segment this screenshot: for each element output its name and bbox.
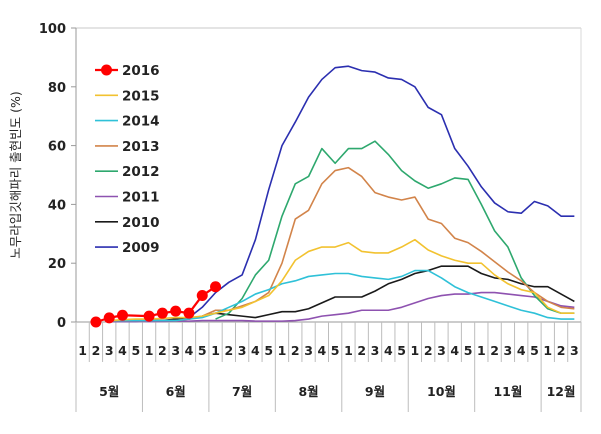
x-tick-label: 4 — [450, 343, 459, 358]
legend-marker — [101, 64, 112, 76]
x-tick-label: 2 — [291, 343, 300, 358]
legend: 2016 2015 2014 2013 2012 2011 2010 2009 — [95, 63, 160, 256]
series-2014 — [109, 269, 575, 322]
x-tick-label: 3 — [504, 343, 513, 358]
legend-item-2011: 2011 — [95, 190, 160, 206]
y-tick-label: 20 — [48, 257, 66, 272]
y-tick-label: 40 — [48, 198, 66, 213]
legend-label: 2011 — [122, 190, 160, 206]
legend-label: 2015 — [122, 88, 160, 104]
legend-label: 2014 — [122, 114, 160, 130]
legend-item-2009: 2009 — [95, 240, 160, 256]
x-tick-label: 4 — [384, 343, 393, 358]
x-tick-label: 2 — [490, 343, 499, 358]
month-label: 6월 — [166, 384, 186, 399]
x-tick-label: 1 — [477, 343, 486, 358]
x-tick-label: 5 — [264, 343, 273, 358]
data-point-2016 — [103, 312, 115, 324]
month-label: 5월 — [99, 384, 119, 399]
month-label: 8월 — [298, 384, 318, 399]
x-tick-label: 2 — [92, 343, 101, 358]
x-tick-label: 5 — [331, 343, 340, 358]
legend-item-2014: 2014 — [95, 114, 160, 130]
series-2011 — [109, 291, 575, 323]
x-tick-label: 5 — [397, 343, 406, 358]
series-2016 — [90, 281, 222, 328]
x-tick-label: 5 — [530, 343, 539, 358]
x-tick-label: 4 — [318, 343, 327, 358]
legend-label: 2010 — [122, 215, 160, 231]
x-tick-label: 2 — [357, 343, 366, 358]
month-label: 7월 — [232, 384, 252, 399]
month-labels: 5월 6월 7월 8월 9월 10월 11월 12월 — [99, 384, 575, 399]
legend-item-2013: 2013 — [95, 139, 160, 155]
data-point-2016 — [183, 307, 195, 319]
x-tick-label: 3 — [570, 343, 579, 358]
x-tick-label: 2 — [557, 343, 566, 358]
data-point-2016 — [196, 290, 208, 302]
series-line-2012 — [215, 140, 575, 320]
x-tick-label: 5 — [131, 343, 140, 358]
data-point-2016 — [90, 316, 102, 328]
x-tick-label: 3 — [371, 343, 380, 358]
x-tick-label: 4 — [118, 343, 127, 358]
month-label: 9월 — [365, 384, 385, 399]
x-tick-label: 2 — [224, 343, 233, 358]
y-tick-label: 0 — [57, 316, 66, 331]
legend-label: 2013 — [122, 139, 160, 155]
x-tick-label: 2 — [158, 343, 167, 358]
y-tick-label: 60 — [48, 140, 66, 155]
series-2009 — [109, 65, 575, 323]
data-point-2016 — [143, 310, 155, 322]
month-label: 11월 — [493, 384, 522, 399]
x-tick-label: 1 — [145, 343, 154, 358]
legend-label: 2012 — [122, 164, 160, 180]
legend-item-2015: 2015 — [95, 88, 160, 104]
data-point-2016 — [156, 307, 168, 319]
data-point-2016 — [117, 309, 129, 321]
month-label: 12월 — [547, 384, 576, 399]
x-tick-label: 2 — [424, 343, 433, 358]
x-tick-label: 1 — [344, 343, 353, 358]
legend-item-2010: 2010 — [95, 215, 160, 231]
y-axis-label: 노무라입깃해파리 출현빈도 (%) — [8, 91, 23, 259]
x-tick-label: 4 — [185, 343, 194, 358]
x-tick-label: 3 — [238, 343, 247, 358]
x-tick-label: 5 — [198, 343, 207, 358]
legend-item-2012: 2012 — [95, 164, 160, 180]
series-group — [90, 65, 575, 328]
y-tick-label: 100 — [39, 22, 66, 37]
legend-label: 2009 — [122, 240, 160, 256]
x-tick-label: 4 — [517, 343, 526, 358]
legend-item-2016: 2016 — [95, 63, 160, 79]
series-line-2014 — [109, 269, 575, 322]
y-ticks: 0 20 40 60 80 100 — [39, 22, 76, 331]
series-2012 — [215, 140, 575, 320]
month-label: 10월 — [427, 384, 456, 399]
x-tick-label: 1 — [411, 343, 420, 358]
x-tick-label: 3 — [437, 343, 446, 358]
x-tick-label: 4 — [251, 343, 260, 358]
x-tick-label: 5 — [464, 343, 473, 358]
data-point-2016 — [210, 281, 222, 293]
x-tick-label: 3 — [105, 343, 114, 358]
x-tick-label: 1 — [278, 343, 287, 358]
series-line-2009 — [109, 65, 575, 323]
x-tick-label: 1 — [211, 343, 220, 358]
x-tick-label: 3 — [304, 343, 313, 358]
data-point-2016 — [170, 305, 182, 317]
legend-label: 2016 — [122, 63, 160, 79]
x-tick-label: 1 — [78, 343, 87, 358]
series-line-2011 — [109, 291, 575, 323]
x-tick-label: 1 — [543, 343, 552, 358]
y-tick-label: 80 — [48, 81, 66, 96]
x-tick-label: 3 — [171, 343, 180, 358]
